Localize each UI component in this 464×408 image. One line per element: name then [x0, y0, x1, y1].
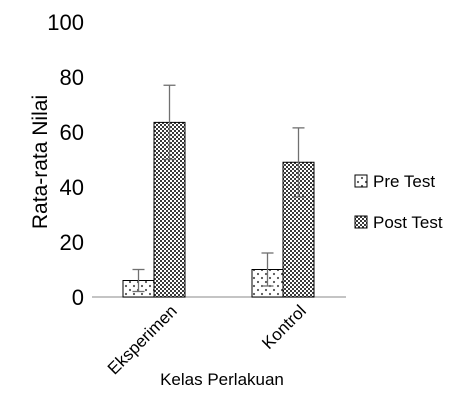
y-tick-label: 80 — [60, 65, 84, 90]
legend-label-post-test: Post Test — [373, 213, 443, 232]
y-axis-label: Rata-rata Nilai — [29, 95, 52, 229]
y-tick-label: 0 — [72, 285, 84, 310]
y-axis-ticks: 0 20 40 60 80 100 — [47, 10, 84, 310]
y-tick-label: 20 — [60, 230, 84, 255]
legend-swatch-pre-test — [355, 175, 367, 187]
category-label-kontrol: Kontrol — [258, 301, 310, 353]
legend-swatch-post-test — [355, 216, 367, 228]
legend: Pre Test Post Test — [355, 172, 443, 232]
y-tick-label: 60 — [60, 120, 84, 145]
x-axis-label: Kelas Perlakuan — [160, 370, 284, 389]
category-labels: Eksperimen Kontrol — [104, 301, 310, 378]
y-tick-label: 100 — [47, 10, 84, 35]
legend-label-pre-test: Pre Test — [373, 172, 435, 191]
category-label-eksperimen: Eksperimen — [104, 301, 181, 378]
y-tick-label: 40 — [60, 175, 84, 200]
bars — [123, 122, 314, 297]
